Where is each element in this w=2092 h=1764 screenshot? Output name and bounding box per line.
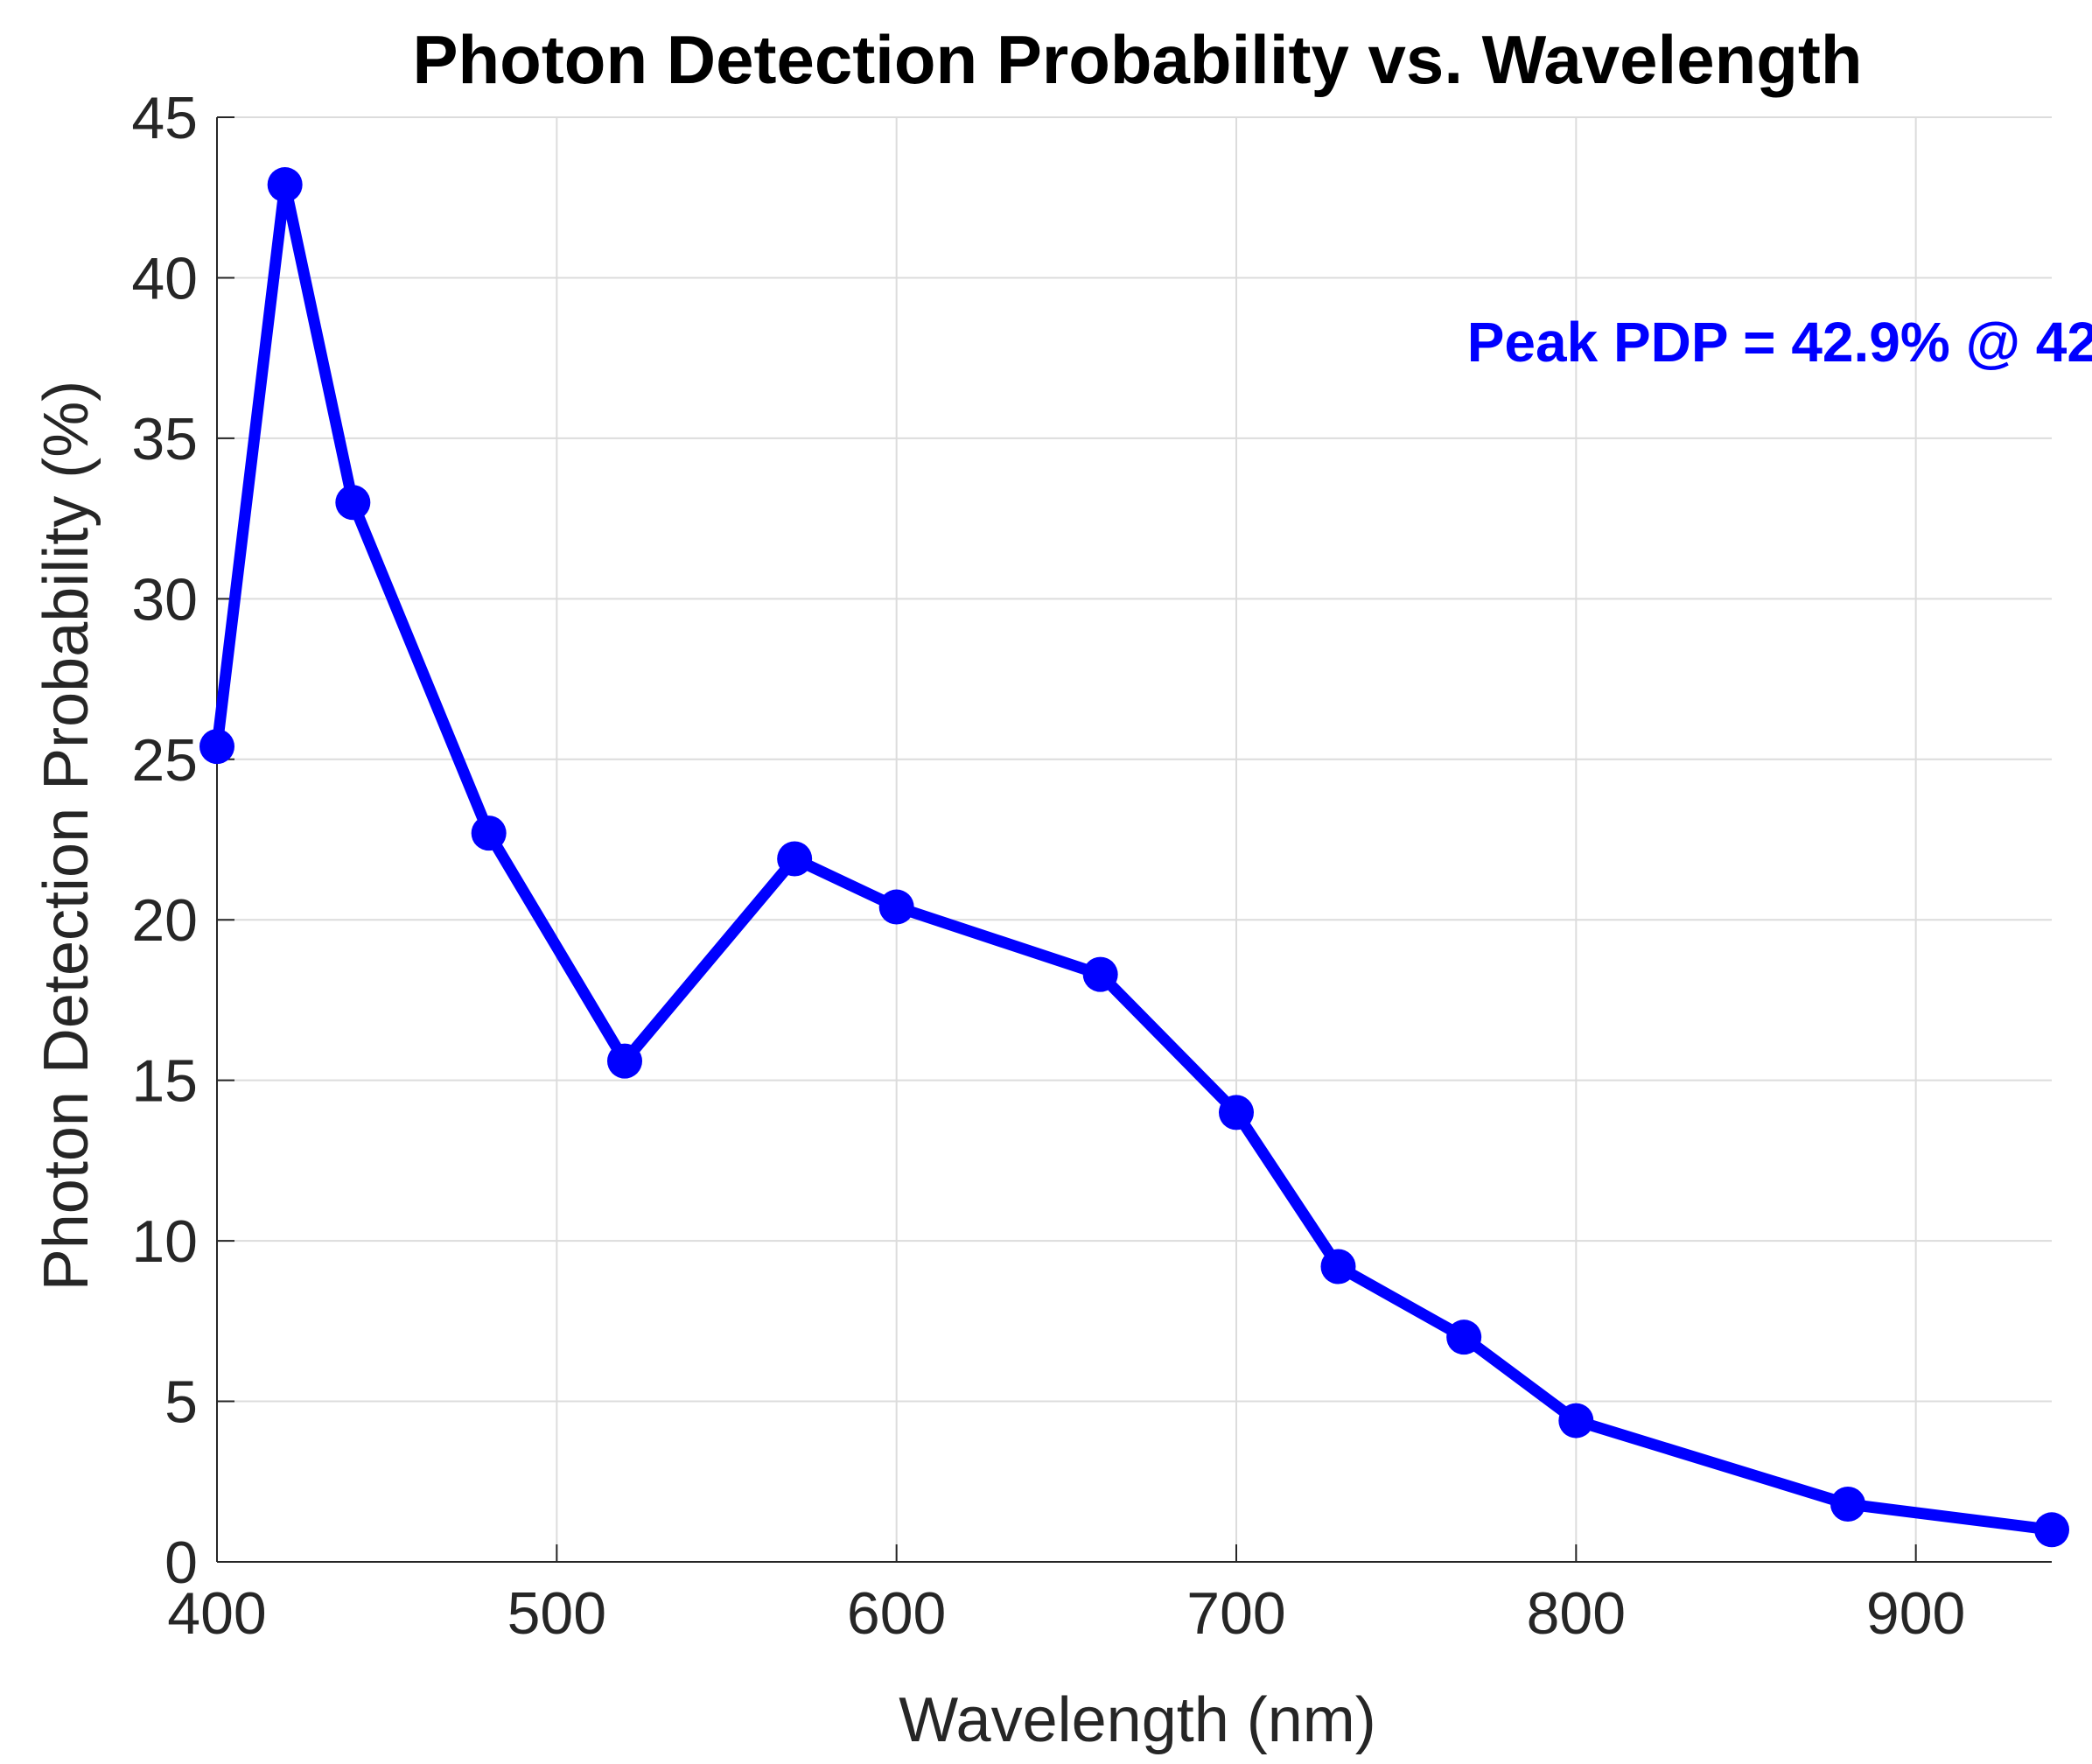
- tick-label-layer: 400 500 600 700 800 900 0 5 10 15 20 25 30 35 40 45: [131, 85, 1965, 1647]
- y-tick-label: 15: [131, 1048, 198, 1115]
- data-point-marker: [1830, 1486, 1865, 1522]
- series-layer: [199, 167, 2069, 1548]
- data-point-marker: [1446, 1320, 1482, 1355]
- series-line: [211, 178, 2058, 1536]
- chart-title: Photon Detection Probability vs. Wavelen…: [413, 21, 1863, 98]
- x-tick-label: 600: [847, 1580, 946, 1647]
- data-point-marker: [878, 889, 914, 925]
- data-point-marker: [267, 167, 303, 203]
- y-axis-label: Photon Detection Probability (%): [31, 381, 101, 1292]
- peak-annotation: Peak PDP = 42.9% @ 420 nm: [1467, 311, 2092, 374]
- y-tick-label: 30: [131, 566, 198, 633]
- data-point-marker: [1219, 1095, 1254, 1130]
- data-point-marker: [1082, 956, 1118, 992]
- y-tick-label: 0: [164, 1530, 198, 1596]
- y-tick-label: 10: [131, 1208, 198, 1275]
- x-tick-label: 800: [1527, 1580, 1626, 1647]
- y-tick-label: 40: [131, 245, 198, 312]
- y-tick-label: 35: [131, 406, 198, 472]
- data-point-marker: [1558, 1403, 1594, 1438]
- data-point-marker: [335, 485, 371, 521]
- grid-layer: [217, 116, 2052, 1562]
- x-tick-label: 500: [507, 1580, 606, 1647]
- data-point-marker: [471, 816, 507, 851]
- y-tick-label: 25: [131, 727, 198, 794]
- x-axis-label: Wavelength (nm): [899, 1685, 1376, 1755]
- x-tick-label: 400: [167, 1580, 266, 1647]
- axis-layer: [216, 116, 2052, 1563]
- data-point-marker: [2034, 1512, 2069, 1548]
- y-tick-label: 45: [131, 85, 198, 151]
- data-point-marker: [1320, 1249, 1356, 1284]
- data-point-marker: [777, 841, 813, 877]
- y-tick-label: 5: [164, 1369, 198, 1436]
- y-tick-label: 20: [131, 887, 198, 954]
- x-tick-label: 900: [1866, 1580, 1965, 1647]
- data-point-marker: [199, 729, 234, 765]
- data-point-marker: [607, 1043, 642, 1079]
- x-tick-label: 700: [1186, 1580, 1285, 1647]
